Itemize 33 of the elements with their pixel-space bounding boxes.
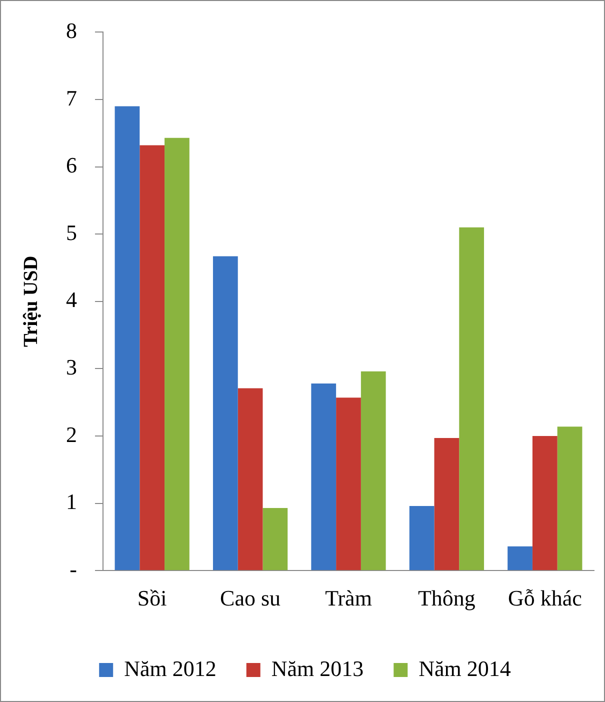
y-tick-label: 7 xyxy=(66,85,77,110)
y-tick-label: 5 xyxy=(66,220,77,245)
bar xyxy=(238,388,263,570)
bar xyxy=(336,398,361,570)
legend-label: Năm 2013 xyxy=(271,656,364,681)
x-tick-label: Thông xyxy=(418,586,476,611)
legend-label: Năm 2012 xyxy=(124,656,216,681)
bar xyxy=(360,371,386,570)
bar xyxy=(311,384,336,570)
y-tick-label: 6 xyxy=(66,152,77,178)
x-tick-label: Gỗ khác xyxy=(508,586,582,611)
bar xyxy=(409,506,434,570)
bar xyxy=(114,106,140,570)
legend-label: Năm 2014 xyxy=(418,656,511,681)
bar xyxy=(212,256,238,570)
y-tick-label: 8 xyxy=(66,18,77,43)
y-tick-label: 1 xyxy=(66,489,77,514)
y-tick-label: 4 xyxy=(66,287,77,312)
x-tick-label: Sồi xyxy=(137,586,167,611)
bar xyxy=(508,546,532,570)
bar xyxy=(434,438,460,570)
bar xyxy=(532,436,558,570)
bar xyxy=(459,227,484,570)
y-tick-label: 2 xyxy=(66,422,77,447)
bar xyxy=(557,426,582,570)
bar xyxy=(262,508,288,570)
y-axis-title: Triệu USD xyxy=(20,256,42,348)
bar xyxy=(164,138,190,570)
y-tick-label: - xyxy=(70,556,77,582)
x-tick-label: Tràm xyxy=(325,586,372,611)
bar xyxy=(140,145,165,570)
y-tick-label: 3 xyxy=(66,354,77,380)
x-tick-label: Cao su xyxy=(220,586,281,611)
